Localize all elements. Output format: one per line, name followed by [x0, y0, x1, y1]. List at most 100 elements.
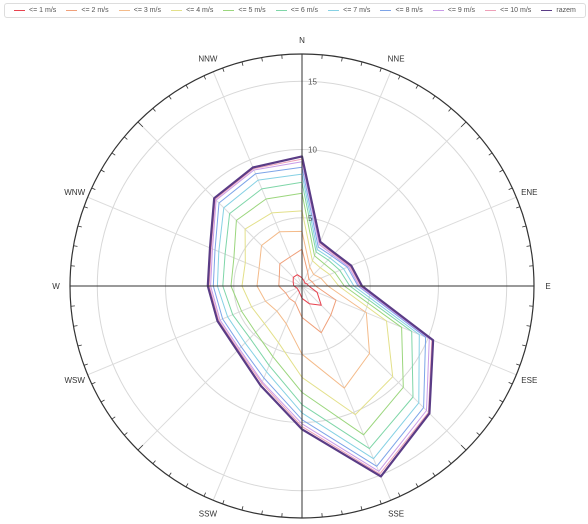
legend-item[interactable]: <= 4 m/s [171, 7, 213, 14]
ring-tick [241, 61, 244, 66]
ring-tick [185, 84, 189, 89]
series-polygon [256, 230, 370, 389]
chart-legend: <= 1 m/s <= 2 m/s <= 3 m/s <= 4 m/s <= 5 m/s… [4, 3, 586, 18]
spoke-line [301, 121, 467, 287]
ring-tick [448, 460, 452, 464]
ring-tick [516, 363, 521, 366]
spoke-line [137, 285, 303, 451]
legend-label: <= 10 m/s [500, 7, 532, 14]
legend-label: <= 5 m/s [238, 7, 266, 14]
legend-swatch [328, 10, 340, 11]
direction-label: NNE [388, 55, 405, 64]
ring-tick [100, 169, 105, 173]
legend-item[interactable]: <= 10 m/s [485, 7, 531, 14]
legend-item[interactable]: <= 7 m/s [328, 7, 370, 14]
ring-tick [499, 169, 504, 173]
ring-tick [152, 460, 156, 464]
spoke-line [212, 285, 303, 501]
ring-tick [526, 325, 531, 327]
ring-tick [476, 136, 480, 140]
ring-tick [91, 381, 96, 385]
legend-label: <= 1 m/s [29, 7, 57, 14]
ring-tick [448, 108, 452, 112]
ring-tick [73, 325, 78, 327]
legend-swatch [118, 10, 130, 11]
legend-swatch [14, 10, 26, 11]
legend-label: <= 7 m/s [343, 7, 371, 14]
direction-label: W [52, 282, 60, 291]
ring-tick [77, 344, 82, 347]
legend-item[interactable]: <= 1 m/s [14, 7, 56, 14]
ring-tick [379, 500, 382, 505]
ring-tick [111, 416, 116, 420]
legend-label: <= 6 m/s [290, 7, 318, 14]
ring-tick [488, 152, 493, 156]
direction-label: ENE [521, 188, 537, 197]
ring-tick [432, 95, 436, 100]
spoke-line [212, 71, 303, 287]
ring-tick [508, 187, 513, 191]
ring-tick [360, 506, 363, 511]
legend-swatch [66, 10, 78, 11]
ring-tick [241, 506, 244, 511]
ring-tick [488, 416, 493, 420]
direction-label: SSW [199, 509, 218, 518]
legend-label: <= 9 m/s [447, 7, 476, 14]
legend-swatch [275, 10, 287, 11]
legend-label: <= 8 m/s [395, 7, 423, 14]
ring-tick [137, 121, 144, 128]
legend-item[interactable]: <= 2 m/s [66, 7, 109, 14]
ring-tick [222, 67, 225, 72]
ring-tick [397, 75, 401, 80]
ring-tick [476, 432, 480, 436]
direction-label: SSE [388, 509, 404, 518]
legend-item[interactable]: <= 3 m/s [118, 7, 161, 14]
ring-tick [460, 444, 467, 451]
ring-tick [360, 61, 363, 66]
direction-label: E [545, 282, 550, 291]
legend-label: <= 3 m/s [133, 7, 161, 14]
ring-tick [124, 432, 128, 436]
ring-tick [152, 108, 156, 112]
ring-tick [499, 399, 504, 403]
legend-item[interactable]: <= 9 m/s [432, 7, 476, 14]
ring-tick [203, 492, 207, 497]
direction-label: N [299, 36, 305, 45]
direction-label: ESE [521, 376, 537, 385]
ring-tick [432, 472, 436, 477]
ring-tick [83, 363, 88, 366]
legend-swatch [541, 10, 553, 11]
ring-tick [91, 187, 96, 191]
spoke-line [87, 196, 303, 287]
ring-tick [516, 206, 521, 209]
ring-tick [261, 510, 263, 515]
ring-tick [203, 75, 207, 80]
spoke-line [301, 285, 517, 376]
r-tick-label: 5 [308, 214, 313, 223]
legend-swatch [432, 10, 444, 11]
direction-label: NNW [198, 55, 218, 64]
ring-tick [111, 152, 116, 156]
ring-tick [341, 57, 343, 62]
legend-item[interactable]: <= 8 m/s [380, 7, 423, 14]
ring-tick [522, 225, 527, 228]
spoke-line [301, 196, 517, 287]
legend-item[interactable]: <= 6 m/s [275, 7, 318, 14]
legend-swatch [485, 10, 497, 11]
spoke-line [301, 71, 392, 287]
ring-tick [77, 225, 82, 228]
spoke-line [87, 285, 303, 376]
ring-tick [124, 136, 128, 140]
ring-tick [508, 381, 513, 385]
direction-label: WSW [64, 376, 85, 385]
ring-tick [415, 483, 419, 488]
legend-item[interactable]: <= 5 m/s [223, 7, 266, 14]
ring-tick [522, 344, 527, 347]
direction-label: WNW [64, 188, 85, 197]
legend-item[interactable]: razem [541, 7, 576, 14]
spoke-line [301, 285, 392, 501]
ring-tick [83, 206, 88, 209]
ring-tick [415, 84, 419, 89]
ring-tick [100, 399, 105, 403]
ring-tick [137, 444, 144, 451]
